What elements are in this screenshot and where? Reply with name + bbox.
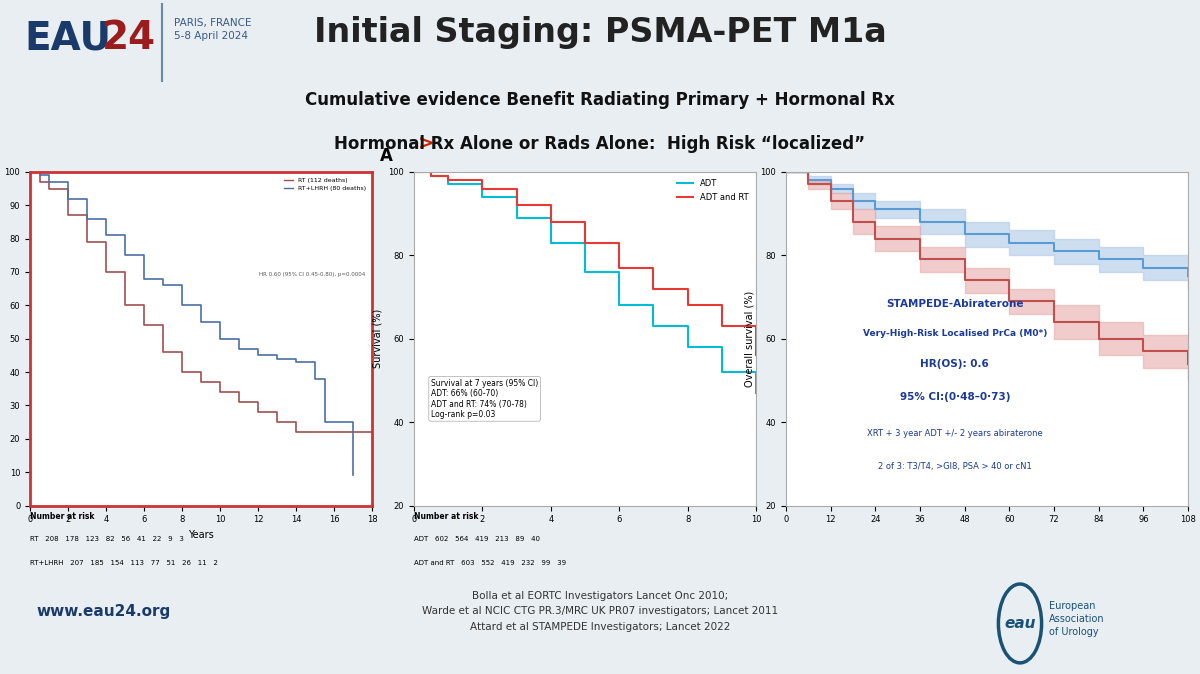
Text: 95% CI:(0·48–0·73): 95% CI:(0·48–0·73) [900,392,1010,402]
Text: ADT   602   564   419   213   89   40: ADT 602 564 419 213 89 40 [414,537,540,542]
Text: Number at risk: Number at risk [30,512,95,521]
Text: Initial Staging: PSMA-PET M1a: Initial Staging: PSMA-PET M1a [313,16,887,49]
Text: HR 0.60 (95% CI 0.45-0.80), p=0.0004: HR 0.60 (95% CI 0.45-0.80), p=0.0004 [259,272,365,277]
Text: 24: 24 [102,20,156,57]
X-axis label: Years: Years [188,530,214,540]
Text: Number at risk: Number at risk [414,512,479,521]
Text: HR(OS): 0.6: HR(OS): 0.6 [920,359,989,369]
Text: Hormonal Rx Alone or Rads Alone:  High Risk “localized”: Hormonal Rx Alone or Rads Alone: High Ri… [335,135,865,153]
Text: Cumulative evidence Benefit Radiating Primary + Hormonal Rx: Cumulative evidence Benefit Radiating Pr… [305,92,895,109]
Text: European
Association
of Urology: European Association of Urology [1049,601,1104,637]
Text: RT   208   178   123   82   56   41   22   9   3: RT 208 178 123 82 56 41 22 9 3 [30,537,184,542]
Y-axis label: Overall survival (%): Overall survival (%) [745,290,755,387]
Text: Bolla et al EORTC Investigators Lancet Onc 2010;
Warde et al NCIC CTG PR.3/MRC U: Bolla et al EORTC Investigators Lancet O… [422,590,778,632]
Text: Very-High-Risk Localised PrCa (M0*): Very-High-Risk Localised PrCa (M0*) [863,329,1048,338]
Text: RT+LHRH   207   185   154   113   77   51   26   11   2: RT+LHRH 207 185 154 113 77 51 26 11 2 [30,561,218,566]
Text: ADT and RT   603   552   419   232   99   39: ADT and RT 603 552 419 232 99 39 [414,561,566,566]
Text: XRT + 3 year ADT +/- 2 years abiraterone: XRT + 3 year ADT +/- 2 years abiraterone [866,429,1043,438]
Text: STAMPEDE-Abiraterone: STAMPEDE-Abiraterone [886,299,1024,309]
Y-axis label: Survival (%): Survival (%) [373,309,383,368]
Text: PARIS, FRANCE
5-8 April 2024: PARIS, FRANCE 5-8 April 2024 [174,18,252,40]
Text: www.eau24.org: www.eau24.org [36,604,170,619]
Text: 2 of 3: T3/T4, >Gl8, PSA > 40 or cN1: 2 of 3: T3/T4, >Gl8, PSA > 40 or cN1 [878,462,1032,471]
Text: EAU: EAU [24,20,112,57]
Text: Survival at 7 years (95% CI)
ADT: 66% (60-70)
ADT and RT: 74% (70-78)
Log-rank p: Survival at 7 years (95% CI) ADT: 66% (6… [431,379,539,419]
Text: eau: eau [1004,616,1036,631]
Legend: RT (112 deaths), RT+LHRH (80 deaths): RT (112 deaths), RT+LHRH (80 deaths) [281,175,368,194]
Text: A: A [379,147,392,165]
Legend: ADT, ADT and RT: ADT, ADT and RT [673,176,752,205]
Text: >: > [418,135,434,154]
